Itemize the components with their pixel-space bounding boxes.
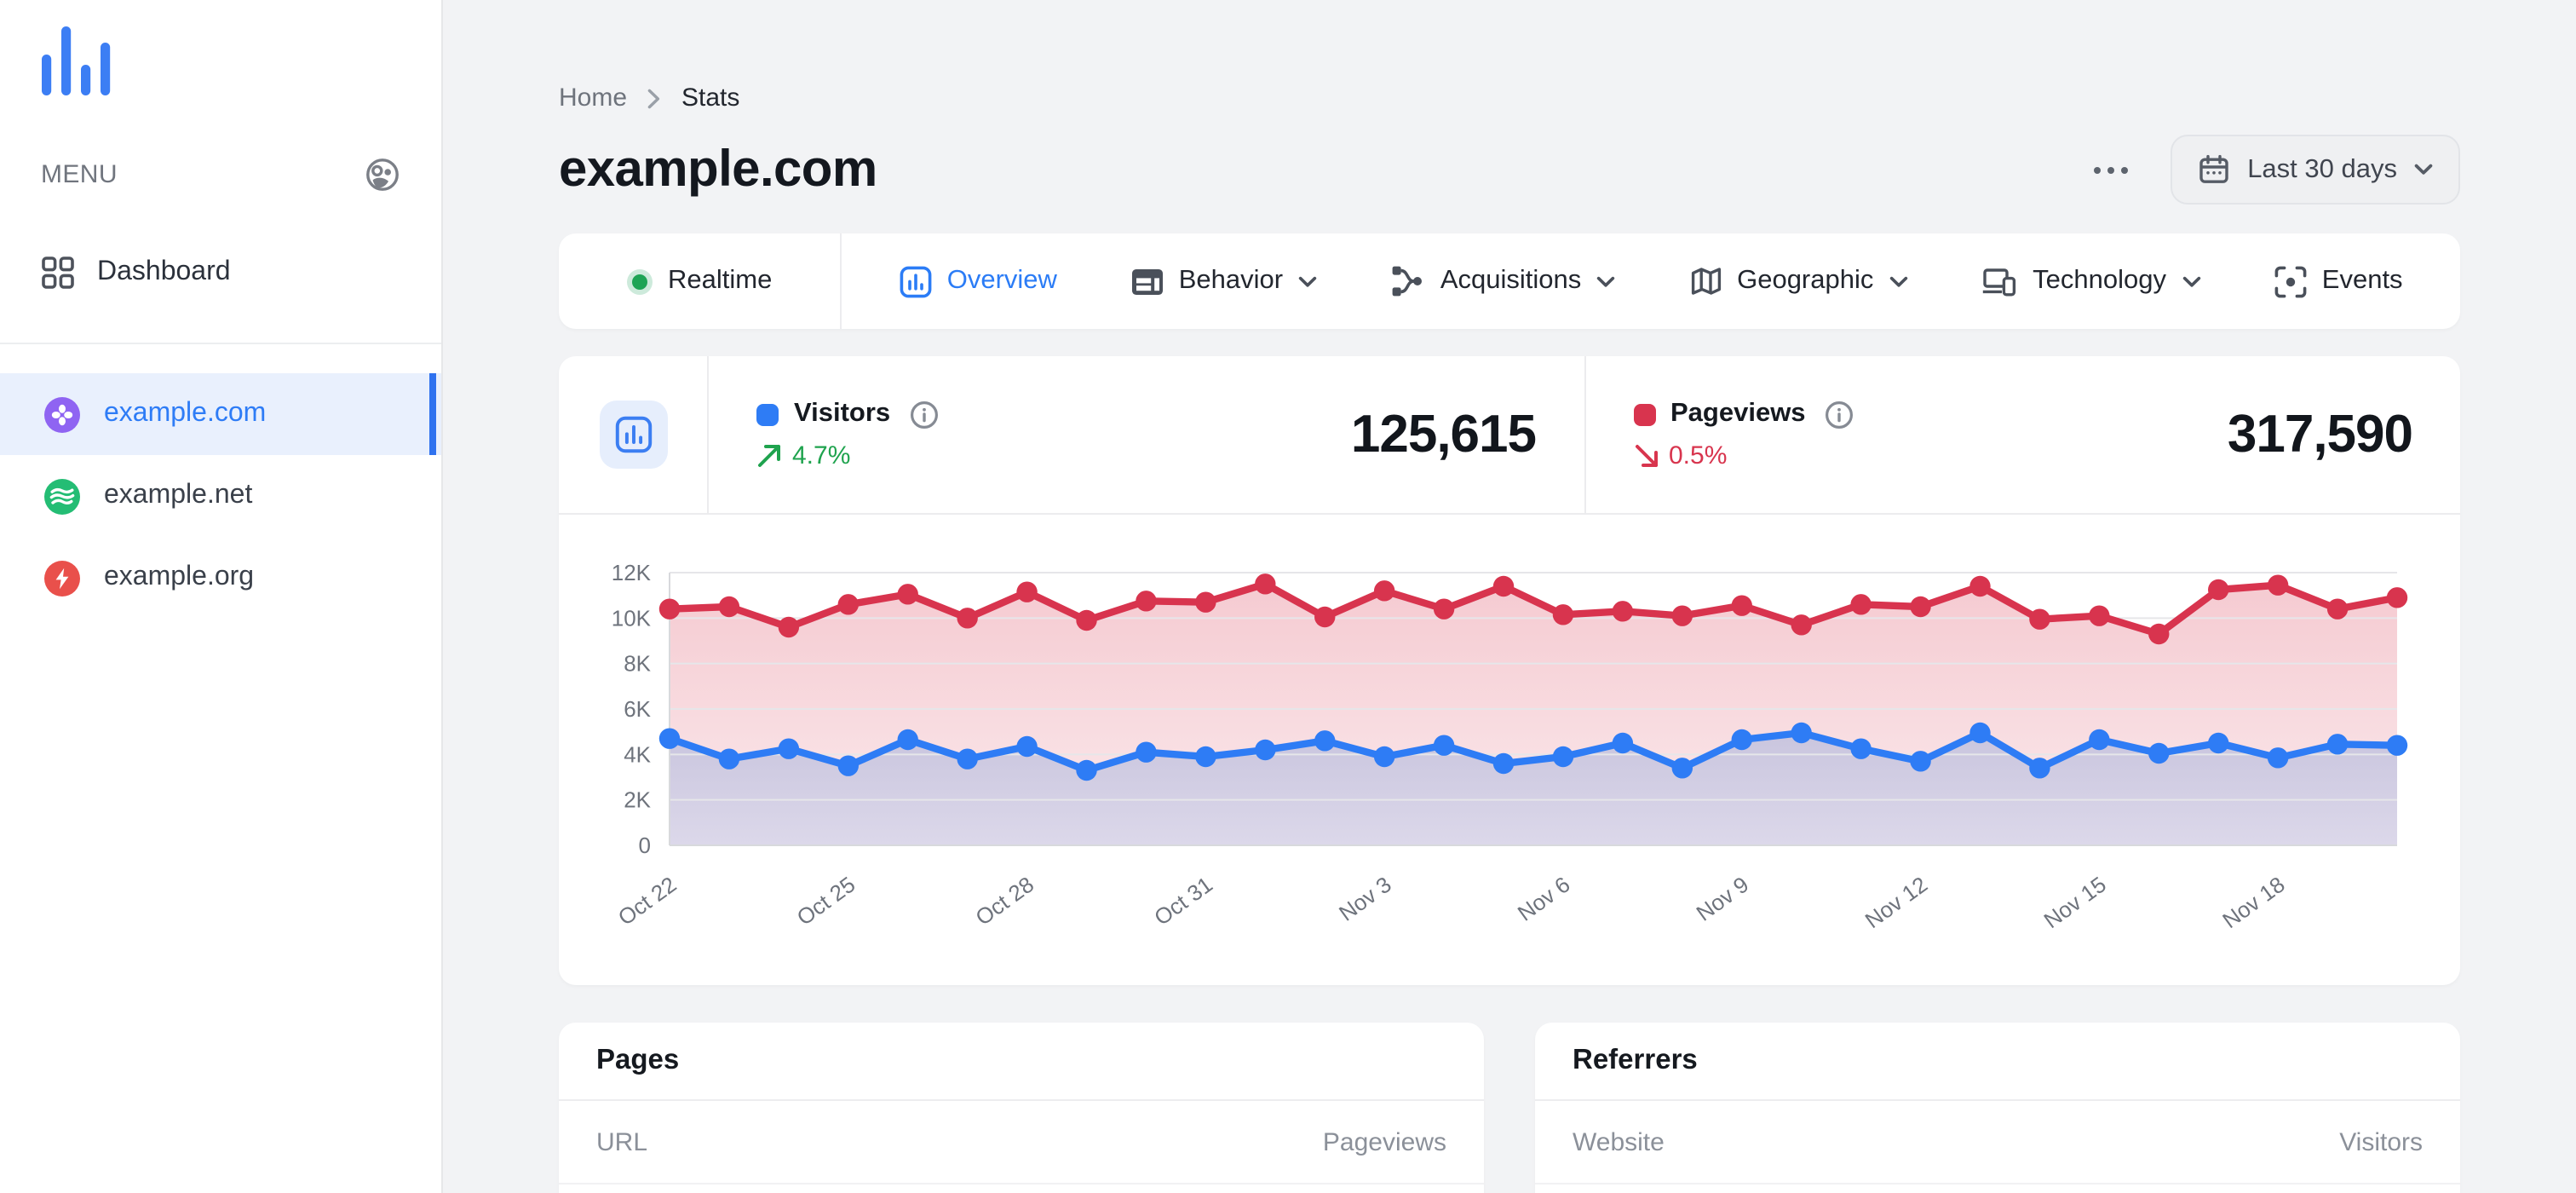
- svg-text:Nov 18: Nov 18: [2217, 872, 2289, 934]
- section-tabs: Realtime Overview: [559, 233, 2460, 329]
- sidebar-item-example-org[interactable]: example.org: [0, 537, 441, 619]
- svg-text:Nov 12: Nov 12: [1860, 872, 1932, 934]
- tab-overview[interactable]: Overview: [900, 265, 1057, 297]
- layout-icon: [1131, 268, 1163, 294]
- sidebar: MENU Dashboard: [0, 0, 443, 1193]
- face-icon[interactable]: [365, 157, 400, 193]
- svg-text:Oct 22: Oct 22: [613, 872, 681, 931]
- chevron-down-icon: [1889, 275, 1907, 286]
- bolt-site-icon: [44, 560, 80, 596]
- pages-col-url: URL: [596, 1128, 648, 1157]
- pages-panel-title: Pages: [559, 1023, 1484, 1101]
- visitors-change: 4.7%: [756, 441, 938, 470]
- logo-icon[interactable]: [41, 26, 111, 95]
- devices-icon: [1982, 268, 2016, 296]
- svg-text:8K: 8K: [624, 651, 651, 677]
- sidebar-item-dashboard[interactable]: Dashboard: [0, 237, 441, 308]
- tab-realtime[interactable]: Realtime: [559, 233, 840, 329]
- chart-chip: [599, 401, 667, 469]
- overview-chart[interactable]: 0 2K 4K 6K 8K 10K 12K Oct 22 Oct 25 Oct 28 Oct 31 N…: [583, 560, 2419, 978]
- focus-icon: [2274, 265, 2307, 297]
- bar-chart-icon: [900, 265, 932, 297]
- pages-panel: Pages URL Pageviews: [559, 1023, 1484, 1193]
- svg-text:0: 0: [639, 833, 651, 858]
- chevron-down-icon: [1298, 275, 1317, 286]
- ellipsis-icon: [2094, 166, 2129, 173]
- calendar-icon: [2199, 154, 2228, 183]
- breadcrumb-chevron-icon: [647, 88, 660, 108]
- date-range-label: Last 30 days: [2247, 154, 2397, 183]
- sidebar-item-label: Dashboard: [97, 257, 231, 286]
- svg-text:Oct 31: Oct 31: [1149, 872, 1217, 931]
- pageviews-change: 0.5%: [1633, 441, 1854, 470]
- chevron-down-icon: [1597, 275, 1615, 286]
- pageviews-legend-swatch: [1633, 403, 1655, 425]
- svg-text:Nov 9: Nov 9: [1692, 872, 1754, 926]
- branch-icon: [1393, 266, 1423, 297]
- tab-technology[interactable]: Technology: [1981, 266, 2200, 297]
- trend-down-icon: [1635, 445, 1657, 467]
- svg-text:10K: 10K: [612, 605, 652, 631]
- site-label: example.org: [104, 562, 255, 591]
- breadcrumb-home[interactable]: Home: [559, 84, 628, 112]
- info-icon[interactable]: [1825, 400, 1854, 429]
- menu-header: MENU: [41, 157, 400, 193]
- visitors-label: Visitors: [794, 399, 891, 428]
- main-area: Home Stats example.com: [443, 0, 2576, 1193]
- sidebar-item-example-net[interactable]: example.net: [0, 455, 441, 537]
- realtime-dot-icon: [627, 268, 653, 294]
- clover-site-icon: [44, 396, 80, 432]
- breadcrumb-current: Stats: [681, 84, 740, 112]
- pageviews-value: 317,590: [2227, 404, 2413, 464]
- menu-label: MENU: [41, 160, 118, 189]
- visitors-value: 125,615: [1350, 404, 1537, 464]
- page-title: example.com: [559, 141, 877, 197]
- overview-card: Visitors: [559, 356, 2460, 985]
- sidebar-item-example-com[interactable]: example.com: [0, 373, 441, 455]
- grid-icon: [42, 256, 74, 289]
- trend-up-icon: [758, 445, 780, 467]
- more-button[interactable]: [2085, 154, 2136, 185]
- pages-col-pageviews: Pageviews: [1322, 1128, 1446, 1157]
- breadcrumb: Home Stats: [559, 0, 2460, 112]
- referrers-col-visitors: Visitors: [2339, 1128, 2423, 1157]
- info-icon[interactable]: [909, 400, 938, 429]
- site-list: example.com example.net ex: [0, 373, 441, 619]
- sidebar-divider: [0, 343, 441, 344]
- chevron-down-icon: [2182, 275, 2200, 286]
- tab-acquisitions[interactable]: Acquisitions: [1391, 264, 1615, 298]
- pageviews-stat: Pageviews: [1585, 356, 2460, 513]
- bottom-panels: Pages URL Pageviews Referrers Website Vi…: [559, 1023, 2460, 1193]
- svg-text:Oct 25: Oct 25: [792, 872, 860, 931]
- svg-text:2K: 2K: [624, 787, 651, 813]
- waves-site-icon: [44, 478, 80, 514]
- stats-header: Visitors: [559, 356, 2460, 515]
- site-label: example.com: [104, 399, 267, 428]
- svg-text:Nov 3: Nov 3: [1334, 872, 1396, 926]
- date-range-button[interactable]: Last 30 days: [2171, 135, 2460, 205]
- tab-geographic[interactable]: Geographic: [1689, 266, 1907, 297]
- svg-text:Nov 6: Nov 6: [1513, 872, 1575, 926]
- tab-behavior[interactable]: Behavior: [1131, 266, 1317, 297]
- site-label: example.net: [104, 481, 253, 510]
- svg-text:12K: 12K: [612, 560, 652, 585]
- map-icon: [1690, 268, 1721, 295]
- visitors-legend-swatch: [756, 403, 779, 425]
- tab-events[interactable]: Events: [2274, 265, 2403, 297]
- bar-chart-icon: [614, 416, 652, 453]
- svg-text:Nov 15: Nov 15: [2039, 872, 2111, 934]
- pageviews-label: Pageviews: [1670, 399, 1806, 428]
- svg-text:4K: 4K: [624, 741, 651, 767]
- visitors-stat: Visitors: [709, 356, 1585, 513]
- svg-text:Oct 28: Oct 28: [971, 872, 1039, 931]
- referrers-panel: Referrers Website Visitors: [1535, 1023, 2460, 1193]
- chevron-down-icon: [2414, 164, 2433, 175]
- referrers-col-website: Website: [1573, 1128, 1665, 1157]
- referrers-panel-title: Referrers: [1535, 1023, 2460, 1101]
- tab-divider: [840, 233, 842, 329]
- svg-text:6K: 6K: [624, 696, 651, 722]
